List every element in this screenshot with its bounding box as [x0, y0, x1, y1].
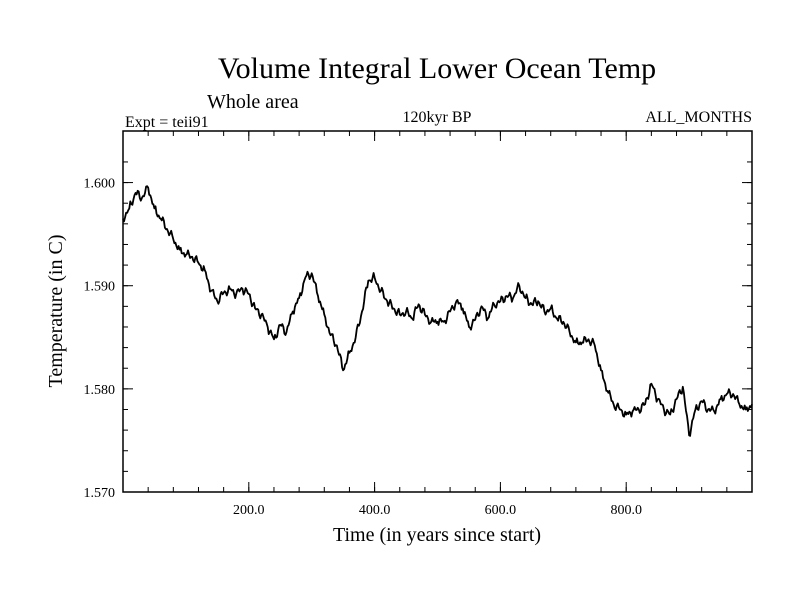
temperature-series-line	[122, 185, 753, 437]
months-label: ALL_MONTHS	[645, 109, 752, 126]
chart-title: Volume Integral Lower Ocean Temp	[218, 52, 656, 85]
y-tick-label: 1.580	[84, 383, 116, 398]
chart-subtitle: Whole area	[207, 91, 299, 113]
y-tick-label: 1.570	[84, 486, 116, 501]
axis-ticks	[123, 131, 752, 493]
x-tick-label: 800.0	[610, 503, 642, 518]
y-axis-title: Temperature (in C)	[45, 235, 67, 388]
plot-frame	[122, 130, 753, 493]
x-tick-label: 400.0	[359, 503, 391, 518]
period-label: 120kyr BP	[403, 109, 472, 126]
x-axis-title: Time (in years since start)	[333, 524, 541, 546]
experiment-label: Expt = teii91	[125, 114, 209, 131]
y-tick-label: 1.590	[84, 280, 116, 295]
x-tick-label: 200.0	[233, 503, 265, 518]
tick-labels: 200.0 400.0 600.0 800.0 1.570 1.580 1.590 1.600	[84, 177, 642, 518]
y-tick-label: 1.600	[84, 177, 116, 192]
x-tick-label: 600.0	[485, 503, 517, 518]
